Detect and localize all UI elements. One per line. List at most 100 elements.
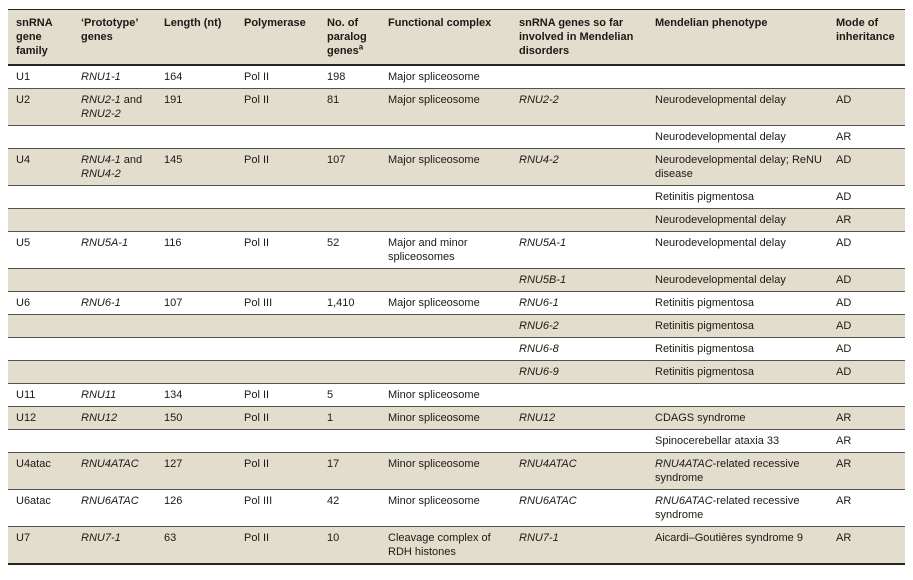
table-cell xyxy=(244,337,327,361)
table-cell xyxy=(244,360,327,384)
table-cell: RNU6ATAC-related recessive syndrome xyxy=(655,489,836,527)
cell-text: RNU7-1 xyxy=(81,532,121,544)
table-cell: 107 xyxy=(164,291,244,315)
table-cell: Pol III xyxy=(244,291,327,315)
cell-text: RNU4-2 xyxy=(519,154,559,166)
table-cell xyxy=(8,185,81,209)
table-cell: RNU5B-1 xyxy=(519,268,655,292)
table-row: U11 RNU11 134 Pol II 5 Minor spliceosome xyxy=(8,383,905,407)
column-header: Mode of inheritance xyxy=(836,9,905,66)
table-cell xyxy=(244,268,327,292)
table-cell: RNU2-2 xyxy=(519,88,655,126)
table-cell: 1 xyxy=(327,406,388,430)
cell-text: Neurodevelopmental delay xyxy=(655,214,786,226)
table-cell: U6atac xyxy=(8,489,81,527)
cell-text: Pol II xyxy=(244,94,270,106)
table-row: RNU6-9 Retinitis pigmentosa AD xyxy=(8,360,905,384)
cell-text: Cleavage complex of RDH histones xyxy=(388,532,491,558)
table-cell: AR xyxy=(836,526,905,565)
table-cell: Pol II xyxy=(244,148,327,186)
cell-text: 52 xyxy=(327,237,340,249)
table-cell xyxy=(164,314,244,338)
table-cell xyxy=(388,185,519,209)
table-body: U1 RNU1-1 164 Pol II 198 Major spliceosome U2 R… xyxy=(8,65,905,565)
cell-text: RNU2-2 xyxy=(519,94,559,106)
table-cell: Pol III xyxy=(244,489,327,527)
cell-text: RNU4-2 xyxy=(81,168,121,180)
table-cell xyxy=(327,268,388,292)
cell-text: Spinocerebellar ataxia 33 xyxy=(655,435,780,447)
table-cell xyxy=(8,208,81,232)
table-cell: 150 xyxy=(164,406,244,430)
cell-text: AD xyxy=(836,366,852,378)
cell-text: U4atac xyxy=(16,458,51,470)
table-cell xyxy=(81,360,164,384)
cell-text: U11 xyxy=(16,389,36,401)
column-header-label: No. of paralog genes xyxy=(327,17,367,57)
cell-text: RNU1-1 xyxy=(81,71,121,83)
cell-text: U5 xyxy=(16,237,31,249)
table-cell xyxy=(244,314,327,338)
table-cell xyxy=(8,268,81,292)
table-cell xyxy=(8,314,81,338)
cell-text: RNU2-1 xyxy=(81,94,121,106)
table-cell xyxy=(8,360,81,384)
table-cell xyxy=(8,125,81,149)
table-cell: U12 xyxy=(8,406,81,430)
table-cell xyxy=(327,125,388,149)
cell-text: 107 xyxy=(327,154,346,166)
table-cell xyxy=(519,65,655,89)
table-cell: RNU6-9 xyxy=(519,360,655,384)
table-cell xyxy=(655,65,836,89)
table-cell: Pol II xyxy=(244,526,327,565)
table-cell xyxy=(81,429,164,453)
table-cell: 81 xyxy=(327,88,388,126)
column-header-label: Mode of inheritance xyxy=(836,17,895,43)
table-cell: AR xyxy=(836,429,905,453)
cell-text: RNU6-9 xyxy=(519,366,559,378)
column-header: No. of paralog genesa xyxy=(327,9,388,66)
table-cell: RNU12 xyxy=(81,406,164,430)
table-cell: RNU4-2 xyxy=(519,148,655,186)
cell-text: 63 xyxy=(164,532,177,544)
table-cell: U4atac xyxy=(8,452,81,490)
table-cell xyxy=(164,337,244,361)
cell-text: 134 xyxy=(164,389,183,401)
cell-text: RNU6-1 xyxy=(81,297,121,309)
table-cell: U1 xyxy=(8,65,81,89)
cell-text: Neurodevelopmental delay xyxy=(655,237,786,249)
cell-text: Major spliceosome xyxy=(388,297,480,309)
cell-text: AD xyxy=(836,191,852,203)
table-cell xyxy=(244,185,327,209)
column-header-label: snRNA gene family xyxy=(16,17,53,57)
cell-text: Pol III xyxy=(244,495,273,507)
cell-text: RNU6-2 xyxy=(519,320,559,332)
cell-text: RNU12 xyxy=(81,412,118,424)
table-cell: 17 xyxy=(327,452,388,490)
table-cell: AD xyxy=(836,314,905,338)
table-cell: Neurodevelopmental delay; ReNU disease xyxy=(655,148,836,186)
cell-text: AR xyxy=(836,412,852,424)
table-cell: Major spliceosome xyxy=(388,65,519,89)
cell-text: RNU11 xyxy=(81,389,117,401)
table-cell xyxy=(81,208,164,232)
cell-text: 81 xyxy=(327,94,340,106)
cell-text: 17 xyxy=(327,458,340,470)
cell-text: and xyxy=(120,94,143,106)
table-cell: RNU4-1 and RNU4-2 xyxy=(81,148,164,186)
table-cell: U11 xyxy=(8,383,81,407)
column-header: Mendelian phenotype xyxy=(655,9,836,66)
column-header-label: Functional complex xyxy=(388,17,492,29)
cell-text: 5 xyxy=(327,389,334,401)
cell-text: 145 xyxy=(164,154,183,166)
cell-text: 42 xyxy=(327,495,340,507)
table-cell: RNU6-1 xyxy=(81,291,164,315)
table-row: RNU5B-1 Neurodevelopmental delay AD xyxy=(8,268,905,292)
table-cell xyxy=(244,125,327,149)
cell-text: U2 xyxy=(16,94,31,106)
table-cell: RNU6-2 xyxy=(519,314,655,338)
cell-text: Major spliceosome xyxy=(388,71,480,83)
table-row: U2 RNU2-1 and RNU2-2 191 Pol II 81 Major spli… xyxy=(8,88,905,126)
table-cell xyxy=(519,383,655,407)
table-row: RNU6-2 Retinitis pigmentosa AD xyxy=(8,314,905,338)
